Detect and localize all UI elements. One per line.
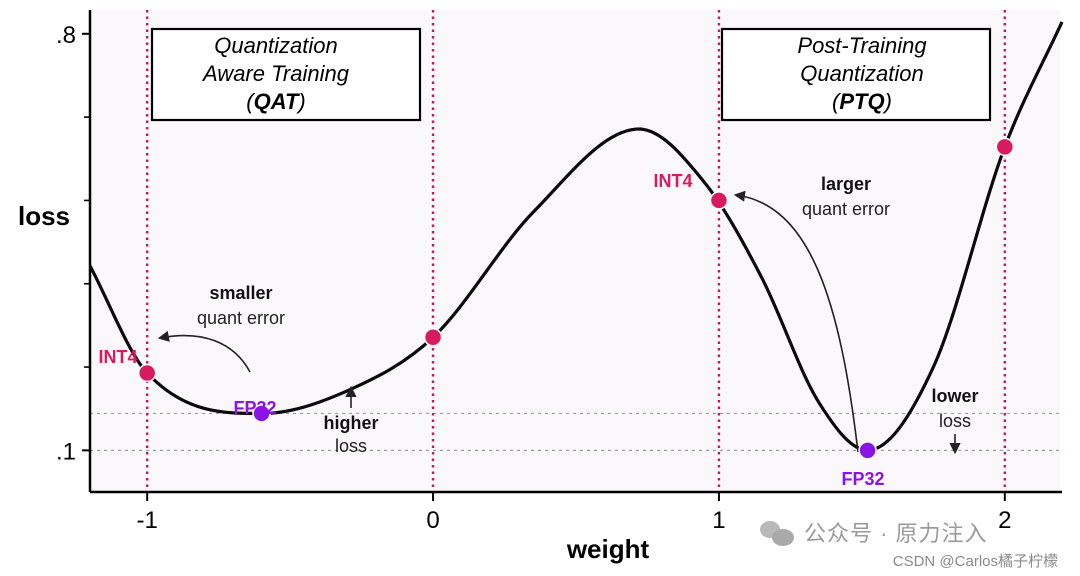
x-tick-label-1: 1 xyxy=(712,507,725,534)
ptq-abbr: PTQ xyxy=(839,89,884,114)
qat-quant-error-arrow xyxy=(157,330,251,373)
qat-box-line2: Aware Training xyxy=(201,61,350,86)
wechat-icon xyxy=(758,517,796,547)
qat-box-abbr: (QAT) xyxy=(246,89,305,114)
int4-label-left: INT4 xyxy=(98,347,137,367)
higher-loss-label: loss xyxy=(335,436,367,456)
qat-box: Quantization Aware Training (QAT) xyxy=(150,27,422,122)
int4-point-3 xyxy=(709,191,729,210)
csdn-watermark-text: CSDN @Carlos橘子柠檬 xyxy=(892,553,1058,570)
larger-quant-error-label: quant error xyxy=(802,199,890,219)
smaller-label: smaller xyxy=(209,283,272,303)
wechat-watermark-text: 公众号 · 原力注入 xyxy=(804,521,988,546)
x-tick-label-2: 2 xyxy=(998,507,1011,534)
int4-point-2 xyxy=(423,328,443,347)
ptq-box-line2: Quantization xyxy=(800,61,924,86)
x-tick-label--1: -1 xyxy=(137,507,158,534)
lower-label: lower xyxy=(931,386,978,406)
point-layer xyxy=(137,137,1015,460)
higher-label: higher xyxy=(323,413,378,433)
qat-abbr: QAT xyxy=(254,89,300,114)
watermark: 公众号 · 原力注入 CSDN @Carlos橘子柠檬 xyxy=(758,516,1058,572)
lower-loss-label: loss xyxy=(939,411,971,431)
ptq-quant-error-arrow xyxy=(733,190,859,453)
ptq-box: Post-Training Quantization (PTQ) xyxy=(720,27,992,122)
fp32-point-1 xyxy=(252,404,271,423)
fp32-label-left: FP32 xyxy=(233,398,276,418)
vline-layer xyxy=(145,10,1007,492)
tick-layer: -1 0 1 2 .1 .8 xyxy=(56,22,1012,534)
y-axis-label: loss xyxy=(18,201,70,231)
x-tick-label-0: 0 xyxy=(426,507,439,534)
fp32-point-4 xyxy=(858,441,877,460)
int4-label-right: INT4 xyxy=(653,171,692,191)
y-tick-label-.8: .8 xyxy=(56,22,76,49)
fp32-label-right: FP32 xyxy=(841,469,884,489)
int4-point-5 xyxy=(995,137,1015,157)
ptq-box-line1: Post-Training xyxy=(797,33,927,58)
y-tick-label-.1: .1 xyxy=(56,438,76,465)
larger-label: larger xyxy=(821,174,871,194)
ptq-box-frame xyxy=(720,27,992,122)
ptq-box-abbr: (PTQ) xyxy=(832,89,892,114)
smaller-quant-error-label: quant error xyxy=(197,308,285,328)
int4-point-0 xyxy=(137,363,157,383)
wechat-watermark: 公众号 · 原力注入 xyxy=(758,516,988,548)
qat-box-line1: Quantization xyxy=(214,33,338,58)
x-axis-label: weight xyxy=(566,534,650,564)
qat-box-frame xyxy=(150,27,422,122)
